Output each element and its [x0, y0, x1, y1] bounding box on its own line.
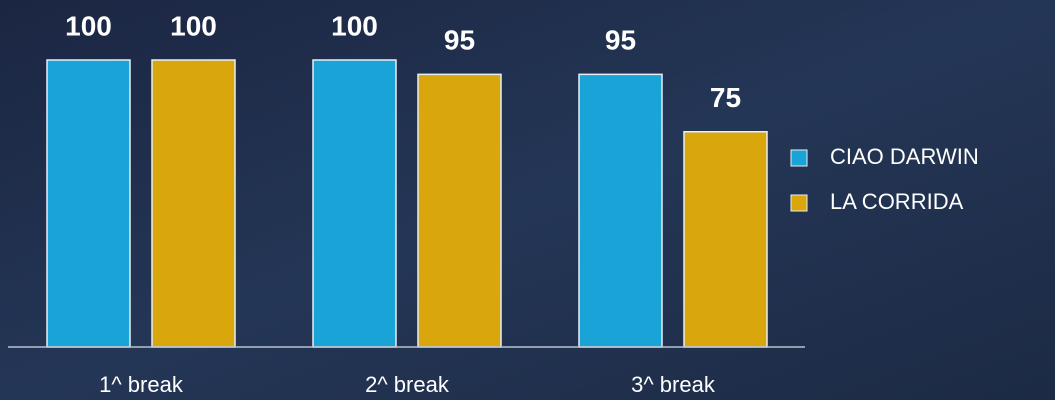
x-tick-label: 2^ break	[365, 372, 450, 397]
data-label: 95	[605, 25, 636, 56]
data-label: 100	[331, 10, 378, 41]
bar	[418, 74, 501, 347]
x-tick-label: 3^ break	[631, 372, 716, 397]
bar	[579, 74, 662, 347]
legend-label: LA CORRIDA	[830, 189, 964, 214]
bar	[684, 132, 767, 347]
data-label: 100	[65, 10, 112, 41]
bar	[47, 60, 130, 347]
bar	[152, 60, 235, 347]
bar	[313, 60, 396, 347]
page: {"chart_data": {"type": "bar", "categori…	[0, 0, 1055, 400]
legend-label: CIAO DARWIN	[830, 144, 979, 169]
data-label: 95	[444, 25, 475, 56]
legend-swatch	[791, 195, 807, 211]
chart: 1^ break 100 100 2^ break 100 95 3^ break 95 75 C…	[0, 0, 1055, 400]
x-tick-label: 1^ break	[99, 372, 184, 397]
data-label: 75	[710, 82, 741, 113]
legend-swatch	[791, 150, 807, 166]
data-label: 100	[170, 10, 217, 41]
